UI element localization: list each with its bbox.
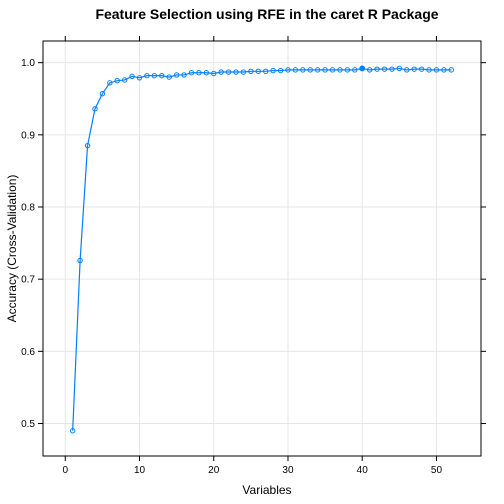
data-point xyxy=(292,67,299,73)
x-tick-label: 30 xyxy=(282,465,294,476)
best-subset-point xyxy=(359,65,366,72)
data-point xyxy=(441,67,447,73)
data-point xyxy=(314,67,321,73)
x-tick-label: 10 xyxy=(134,465,146,476)
grid-lines xyxy=(43,41,481,456)
x-axis: 0 10 20 30 40 50 xyxy=(62,36,442,476)
data-point xyxy=(181,72,187,78)
data-point xyxy=(92,106,98,112)
chart-title: Feature Selection using RFE in the caret… xyxy=(95,6,438,22)
data-point xyxy=(188,70,195,76)
data-point xyxy=(418,66,425,72)
data-point xyxy=(448,67,455,73)
data-point xyxy=(322,67,328,73)
data-point xyxy=(374,66,380,72)
data-point xyxy=(136,75,143,81)
data-point xyxy=(404,67,410,73)
y-tick-label: 0.6 xyxy=(21,347,35,358)
data-point xyxy=(433,67,440,73)
data-point xyxy=(337,67,343,73)
data-point xyxy=(84,142,91,149)
data-point xyxy=(352,67,358,73)
data-point xyxy=(129,73,135,80)
accuracy-line xyxy=(72,67,452,431)
data-point xyxy=(344,67,351,73)
y-tick-label: 0.9 xyxy=(21,130,35,141)
x-tick-label: 0 xyxy=(62,465,68,476)
data-point xyxy=(329,67,336,73)
accuracy-points xyxy=(69,65,455,434)
x-tick-label: 20 xyxy=(208,465,220,476)
data-point xyxy=(300,67,306,73)
y-tick-label: 0.5 xyxy=(21,419,35,430)
data-point xyxy=(426,67,432,73)
data-point xyxy=(121,77,128,83)
data-point xyxy=(396,65,403,72)
data-point xyxy=(114,77,120,84)
data-point xyxy=(270,67,276,74)
data-point xyxy=(277,67,284,74)
data-point xyxy=(203,70,210,76)
data-point xyxy=(389,66,395,72)
data-point xyxy=(211,70,217,77)
x-tick-label: 40 xyxy=(357,465,369,476)
x-axis-label: Variables xyxy=(242,483,291,497)
data-point xyxy=(366,67,373,73)
y-axis: 0.5 0.6 0.7 0.8 0.9 1.0 xyxy=(21,58,486,430)
data-point xyxy=(263,68,269,75)
y-tick-label: 0.7 xyxy=(21,275,35,286)
data-point xyxy=(166,74,172,80)
data-point xyxy=(159,72,165,79)
data-point xyxy=(240,69,247,75)
data-point xyxy=(144,72,150,79)
data-point xyxy=(173,72,180,78)
data-point xyxy=(411,66,417,72)
y-tick-label: 1.0 xyxy=(21,58,35,69)
data-point xyxy=(255,68,261,75)
data-point xyxy=(196,70,202,76)
data-point xyxy=(285,67,291,73)
x-tick-label: 50 xyxy=(431,465,443,476)
data-point xyxy=(77,257,83,264)
data-point xyxy=(225,69,232,75)
plot-frame xyxy=(42,40,482,457)
data-point xyxy=(233,69,239,75)
data-point xyxy=(107,80,113,86)
data-point xyxy=(381,66,388,72)
data-point xyxy=(69,428,76,434)
data-point xyxy=(218,69,224,75)
data-point xyxy=(99,90,106,97)
data-point xyxy=(248,68,254,75)
data-point xyxy=(307,67,313,73)
data-point xyxy=(151,72,158,79)
y-tick-label: 0.8 xyxy=(21,203,35,214)
y-axis-label: Accuracy (Cross-Validation) xyxy=(5,175,19,323)
